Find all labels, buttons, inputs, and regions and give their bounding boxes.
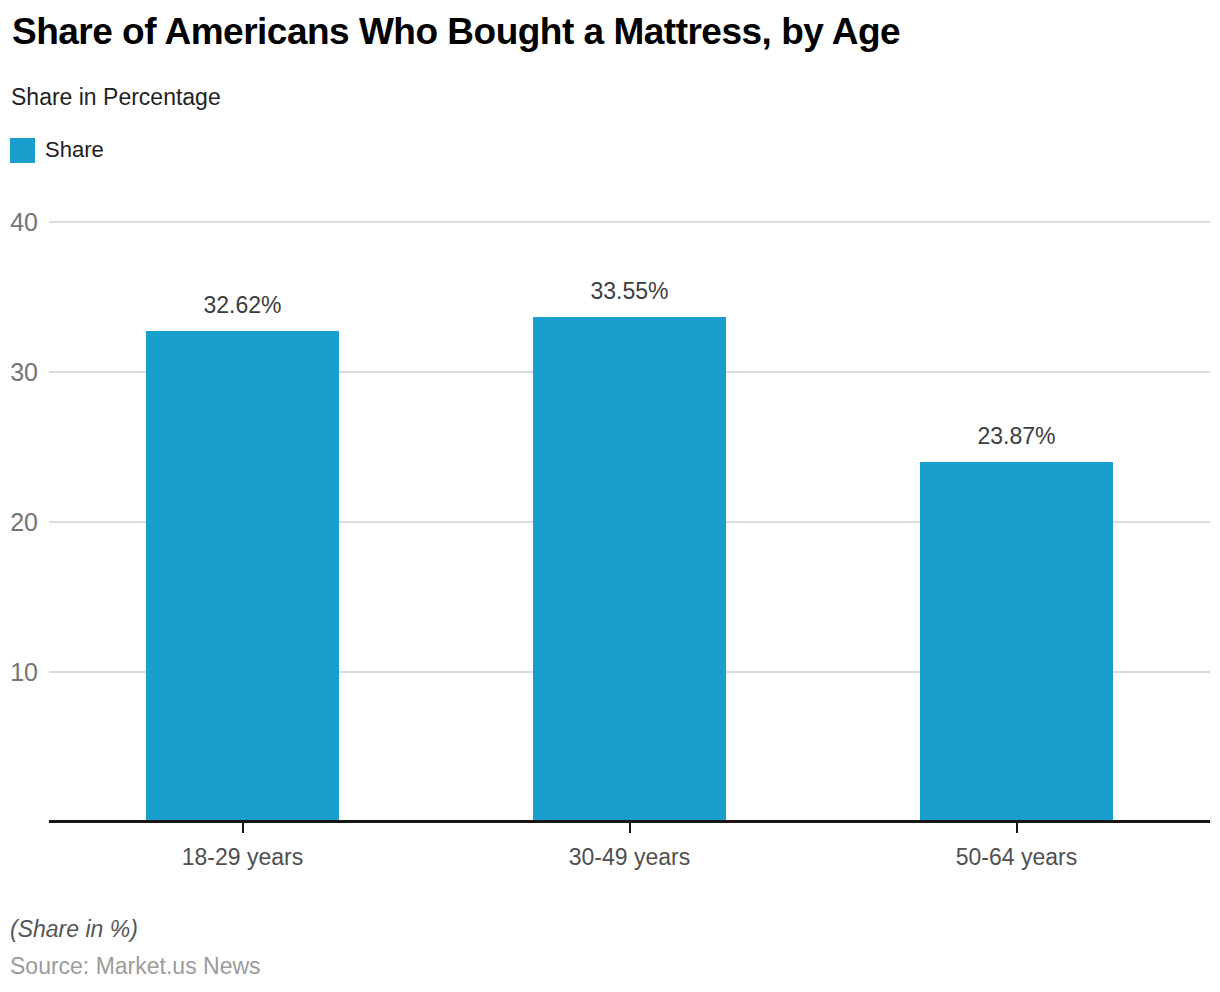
x-axis-tick: [629, 823, 631, 833]
x-axis-tick: [1016, 823, 1018, 833]
source-credit: Source: Market.us News: [10, 953, 261, 980]
x-axis-tick: [242, 823, 244, 833]
y-axis-tick-label: 10: [0, 657, 38, 687]
y-axis-tick-label: 20: [0, 507, 38, 537]
bar-30-49-years[interactable]: [533, 317, 726, 820]
y-axis-tick-label: 40: [0, 207, 38, 237]
x-axis-label: 50-64 years: [867, 843, 1167, 871]
bar-18-29-years[interactable]: [146, 331, 339, 820]
bar-value-label: 32.62%: [143, 291, 343, 319]
plot-area: 10 20 30 40 32.62% 18-29 years 33.55% 30-49 yea…: [0, 0, 1220, 992]
gridline-40: [49, 221, 1210, 223]
bar-value-label: 23.87%: [917, 422, 1117, 450]
bar-value-label: 33.55%: [530, 277, 730, 305]
x-axis-label: 18-29 years: [93, 843, 393, 871]
x-axis-label: 30-49 years: [480, 843, 780, 871]
bar-50-64-years[interactable]: [920, 462, 1113, 820]
y-axis-tick-label: 30: [0, 357, 38, 387]
chart-page: Share of Americans Who Bought a Mattress…: [0, 0, 1220, 992]
chart-footnote: (Share in %): [10, 916, 138, 943]
